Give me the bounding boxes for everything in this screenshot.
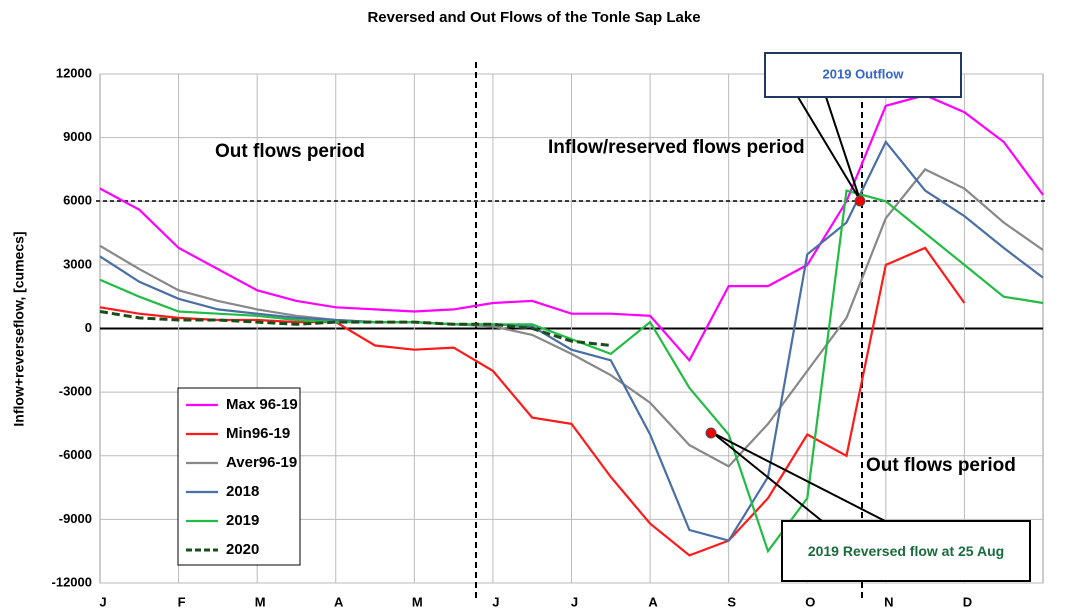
x-tick-label: D: [963, 594, 972, 609]
x-tick-label: A: [334, 594, 344, 609]
callout-box: [781, 520, 1031, 582]
y-tick-label: 12000: [56, 65, 92, 80]
legend-label: Max 96-19: [226, 396, 298, 413]
annotation: Out flows period: [866, 455, 1016, 476]
y-axis-label: Inflow+reverseflow, [cumecs]: [11, 231, 27, 426]
legend-items: Max 96-19 Min96-19 Aver96-19 2018 2019 2020: [186, 396, 298, 558]
legend-label: Aver96-19: [226, 454, 297, 471]
annotation: 2019 Reversed flow at 25 Aug: [807, 543, 1005, 559]
y-tick-label: 6000: [63, 193, 92, 208]
legend-label: 2019: [226, 512, 259, 529]
highlight-point: [854, 195, 866, 207]
series-line: [99, 310, 611, 347]
annotation: Out flows period: [215, 141, 365, 162]
x-tick-label: F: [178, 594, 186, 609]
callout-text: 2019 Reversed flow at 25 Aug: [807, 543, 1005, 559]
highlight-point: [705, 427, 717, 439]
x-tick-label: M: [255, 594, 266, 609]
x-tick-label: J: [99, 594, 106, 609]
y-tick-label: -6000: [59, 447, 92, 462]
callout: [712, 432, 886, 522]
series-line: [99, 168, 1044, 468]
x-tick-label: M: [412, 594, 423, 609]
x-tick-label: O: [805, 594, 815, 609]
grid: -12000 -9000 -6000 -3000 0 3000 6000 9000 12000 J…: [52, 65, 1044, 609]
legend-label: 2020: [226, 541, 259, 558]
callout-box: [764, 52, 962, 98]
series: [99, 94, 1044, 557]
x-tick-label: N: [884, 594, 893, 609]
x-tick-label: J: [571, 594, 578, 609]
y-tick-label: -3000: [59, 384, 92, 399]
chart-title: Reversed and Out Flows of the Tonle Sap …: [367, 9, 700, 26]
y-tick-label: 3000: [63, 256, 92, 271]
legend-label: 2018: [226, 483, 259, 500]
x-tick-label: A: [648, 594, 658, 609]
legend: [177, 387, 301, 566]
x-tick-label: S: [727, 594, 736, 609]
series-line: [99, 139, 1044, 542]
y-tick-label: -9000: [59, 511, 92, 526]
annotation: Inflow/reserved flows period: [548, 137, 805, 158]
y-tick-label: 0: [85, 320, 92, 335]
y-tick-label: 9000: [63, 129, 92, 144]
series-line: [99, 189, 1044, 554]
x-tick-label: J: [492, 594, 499, 609]
y-tick-label: -12000: [52, 574, 92, 589]
series-line: [99, 94, 1044, 363]
annotation: 2019 Outflow: [823, 66, 905, 81]
callout: [712, 432, 823, 522]
legend-label: Min96-19: [226, 425, 290, 442]
